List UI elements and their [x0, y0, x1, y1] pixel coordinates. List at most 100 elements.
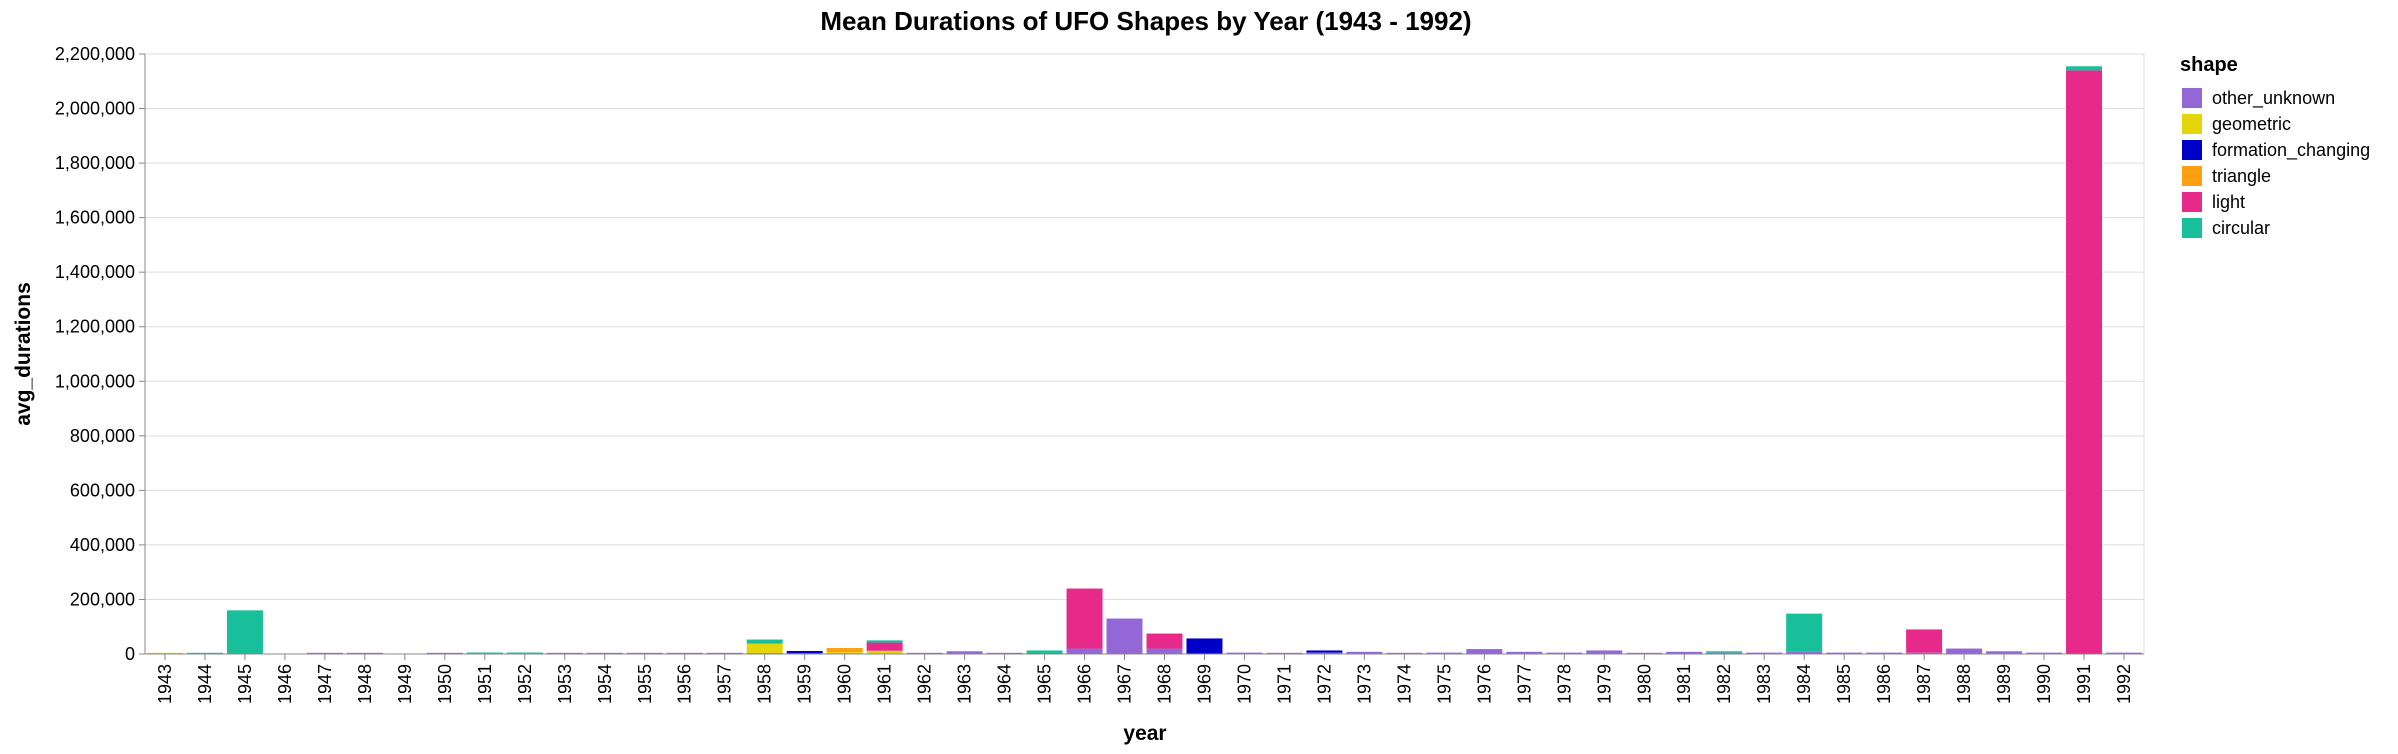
bar-other_unknown-1959	[786, 652, 823, 654]
y-tick-label: 1,000,000	[55, 371, 135, 391]
x-tick-label: 1969	[1194, 664, 1214, 704]
x-tick-label: 1978	[1554, 664, 1574, 704]
x-tick-label: 1968	[1154, 664, 1174, 704]
x-tick-label: 1949	[395, 664, 415, 704]
legend-swatch-formation_changing	[2182, 140, 2202, 160]
x-tick-label: 1944	[195, 664, 215, 704]
bar-geometric-1958	[746, 643, 783, 654]
legend-label-other_unknown: other_unknown	[2212, 88, 2335, 109]
y-tick-label: 1,400,000	[55, 262, 135, 282]
bar-other_unknown-1948	[346, 652, 383, 654]
bar-light-1966	[1066, 588, 1103, 649]
x-tick-label: 1947	[315, 664, 335, 704]
x-tick-label: 1974	[1394, 664, 1414, 704]
bar-circular-1951	[466, 652, 503, 654]
legend-swatch-light	[2182, 192, 2202, 212]
legend-swatch-triangle	[2182, 166, 2202, 186]
bar-other_unknown-1979	[1586, 650, 1623, 654]
bar-other_unknown-1977	[1506, 651, 1543, 654]
bar-other_unknown-1988	[1946, 648, 1983, 654]
bar-other_unknown-1972	[1306, 652, 1343, 654]
legend-swatch-circular	[2182, 218, 2202, 238]
x-tick-label: 1959	[795, 664, 815, 704]
bar-other_unknown-1953	[546, 652, 583, 654]
x-tick-label: 1980	[1634, 664, 1654, 704]
bar-other_unknown-1955	[626, 652, 663, 654]
bar-other_unknown-1989	[1986, 651, 2023, 654]
x-tick-label: 1946	[275, 664, 295, 704]
legend-label-light: light	[2212, 192, 2245, 212]
x-tick-label: 1948	[355, 664, 375, 704]
x-tick-label: 1951	[475, 664, 495, 704]
x-tick-label: 1964	[995, 664, 1015, 704]
bar-other_unknown-1957	[706, 652, 743, 654]
y-tick-label: 600,000	[70, 480, 135, 500]
bar-other_unknown-1971	[1266, 652, 1303, 654]
bar-other_unknown-1966	[1066, 648, 1103, 654]
bar-other_unknown-1973	[1346, 651, 1383, 654]
legend-swatch-other_unknown	[2182, 88, 2202, 108]
bar-other_unknown-1964	[986, 652, 1023, 654]
bar-other_unknown-1982	[1706, 652, 1743, 654]
bar-other_unknown-1947	[306, 652, 343, 654]
bar-other_unknown-1970	[1226, 652, 1263, 654]
legend: shape other_unknown geometric formation_ch…	[2180, 54, 2370, 238]
bar-other_unknown-1963	[946, 651, 983, 654]
x-tick-label: 1973	[1354, 664, 1374, 704]
x-tick-label: 1958	[755, 664, 775, 704]
bar-other_unknown-1965	[1026, 652, 1063, 654]
bar-circular-1958	[746, 639, 783, 644]
bar-circular-1944	[186, 652, 223, 654]
bar-other_unknown-1990	[2026, 652, 2063, 654]
legend-label-circular: circular	[2212, 218, 2270, 238]
bar-other_unknown-1978	[1546, 652, 1583, 654]
x-tick-label: 1975	[1434, 664, 1454, 704]
x-tick-label: 1945	[235, 664, 255, 704]
bar-other_unknown-1986	[1866, 652, 1903, 654]
y-tick-label: 200,000	[70, 589, 135, 609]
x-tick-label: 1985	[1834, 664, 1854, 704]
bar-other_unknown-1975	[1426, 652, 1463, 654]
bar-other_unknown-1981	[1666, 651, 1703, 654]
grid-lines	[145, 53, 2145, 655]
bar-circular-1982	[1706, 651, 1743, 653]
bar-circular-1945	[226, 610, 263, 654]
bar-other_unknown-1985	[1826, 652, 1863, 654]
x-tick-label: 1962	[915, 664, 935, 704]
x-tick-label: 1979	[1594, 664, 1614, 704]
bars	[147, 66, 2142, 655]
x-tick-label: 1983	[1754, 664, 1774, 704]
bar-circular-1961	[866, 640, 903, 643]
bar-other_unknown-1958	[746, 652, 783, 654]
legend-swatch-geometric	[2182, 114, 2202, 134]
bar-other_unknown-1967	[1106, 618, 1143, 654]
bar-other_unknown-1983	[1746, 652, 1783, 654]
x-tick-label: 1954	[595, 664, 615, 704]
x-tick-label: 1981	[1674, 664, 1694, 704]
bar-circular-1965	[1026, 650, 1063, 654]
bar-circular-1991	[2066, 66, 2103, 71]
chart-title: Mean Durations of UFO Shapes by Year (19…	[820, 6, 1471, 36]
bar-other_unknown-1976	[1466, 649, 1503, 654]
x-tick-label: 1957	[715, 664, 735, 704]
x-tick-label: 1988	[1954, 664, 1974, 704]
bar-other_unknown-1954	[586, 652, 623, 654]
bar-triangle-1960	[826, 648, 863, 653]
x-tick-label: 1984	[1794, 664, 1814, 704]
legend-label-geometric: geometric	[2212, 114, 2291, 134]
y-tick-label: 1,200,000	[55, 317, 135, 337]
bar-other_unknown-1956	[666, 652, 703, 654]
x-tick-label: 1950	[435, 664, 455, 704]
bar-other_unknown-1987	[1906, 652, 1943, 654]
bar-geometric-1943	[147, 652, 183, 654]
bar-other_unknown-1980	[1626, 652, 1663, 654]
legend-label-triangle: triangle	[2212, 166, 2271, 186]
y-tick-label: 2,200,000	[55, 44, 135, 64]
bar-formation_changing-1972	[1306, 650, 1343, 653]
bar-light-1961	[866, 642, 903, 651]
x-tick-label: 1972	[1314, 664, 1334, 704]
x-tick-label: 1955	[635, 664, 655, 704]
x-tick-label: 1992	[2114, 664, 2134, 704]
y-tick-label: 0	[125, 644, 135, 664]
